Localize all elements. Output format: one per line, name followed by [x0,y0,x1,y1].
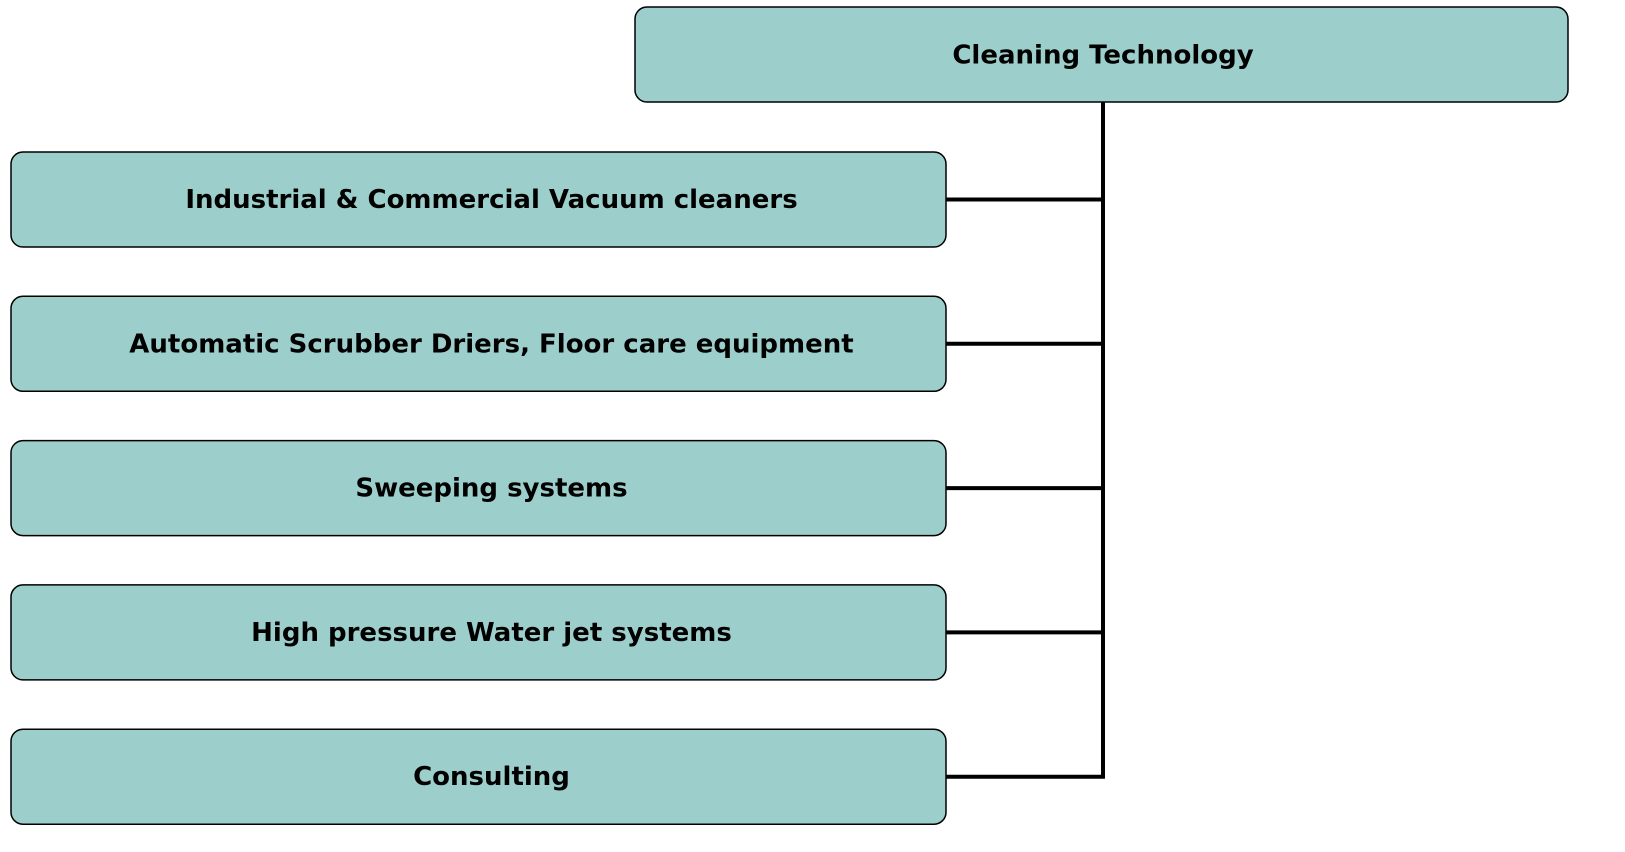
child-label: High pressure Water jet systems [251,618,732,648]
child-box [10,151,947,248]
child-box [10,728,947,825]
child-box [10,439,947,537]
child-label: Sweeping systems [355,474,627,504]
child-label: Automatic Scrubber Driers, Floor care eq… [129,329,853,359]
child-box [10,295,947,393]
root-label: Cleaning Technology [952,41,1253,71]
child-box [10,584,947,681]
child-label: Consulting [413,762,570,792]
child-label: Industrial & Commercial Vacuum cleaners [185,185,797,215]
